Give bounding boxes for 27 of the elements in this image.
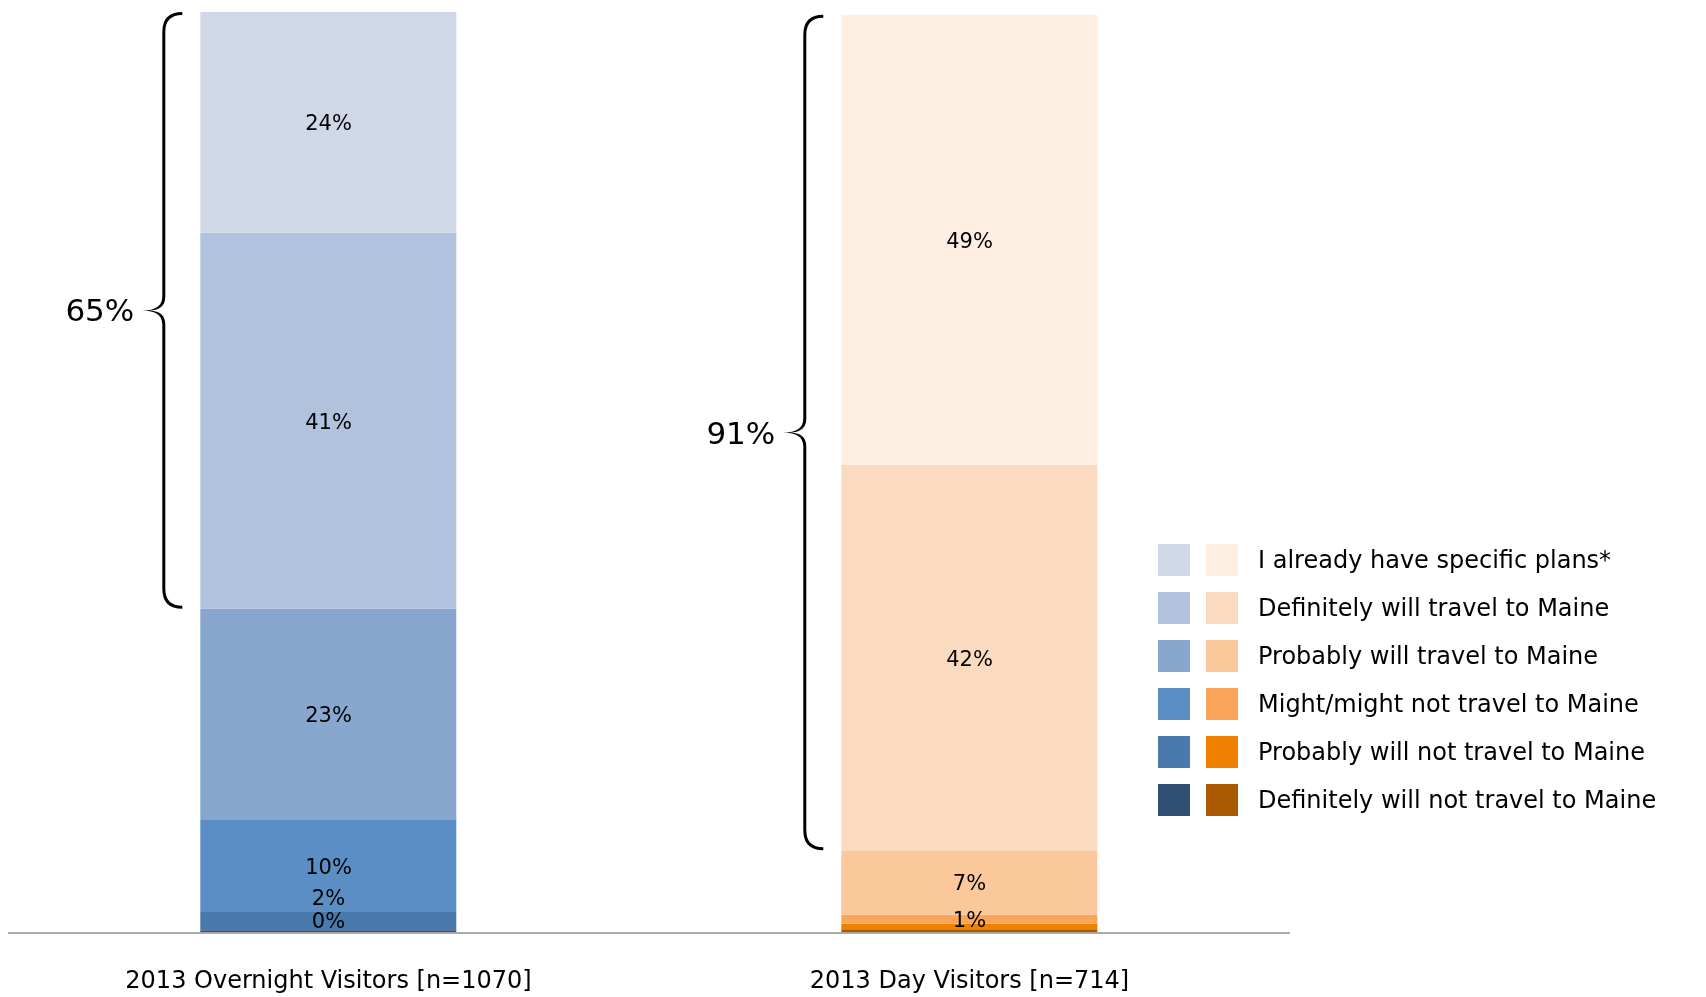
legend-label: Probably will travel to Maine [1258,642,1599,670]
bar [200,232,457,609]
bar [200,911,457,931]
legend-label: I already have specific plans* [1258,546,1612,574]
data-label: 41% [305,409,352,434]
data-label: 1% [952,908,987,933]
data-label: 10% [305,854,352,879]
legend-label: Definitely will not travel to Maine [1258,786,1657,814]
legend-label: Definitely will travel to Maine [1258,594,1610,622]
bar [200,12,457,233]
legend-label: Probably will not travel to Maine [1258,738,1645,766]
data-label: 42% [946,646,993,671]
data-label: 23% [305,703,352,728]
x-tick-label: 2013 Overnight Visitors [n=1070] [125,966,532,995]
annotation: 65% [65,292,135,329]
data-label: 49% [946,228,993,253]
bar [200,608,457,821]
x-tick-label: 2013 Day Visitors [n=714] [809,966,1130,995]
data-label: 2% [311,886,346,910]
data-label: 0% [311,909,346,933]
bar [841,14,1098,465]
data-label: 7% [952,871,987,896]
bar [841,464,1098,851]
legend-label: Might/might not travel to Maine [1258,690,1639,718]
annotation: 91% [706,414,776,451]
bar [200,820,457,912]
data-label: 24% [305,111,352,136]
